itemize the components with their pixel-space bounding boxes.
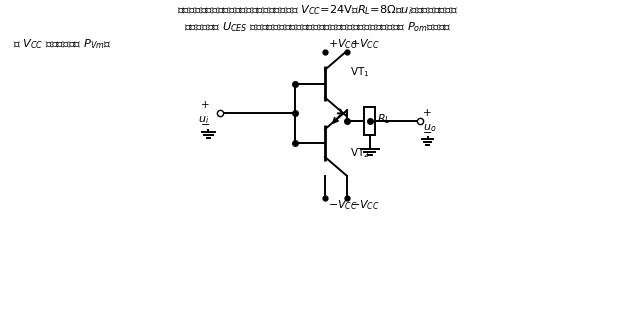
Text: $u_o$: $u_o$	[422, 122, 436, 134]
Text: $u_i$: $u_i$	[198, 114, 209, 126]
Text: $+V_{CC}$: $+V_{CC}$	[350, 37, 380, 51]
Text: +: +	[201, 100, 210, 110]
Text: $-V_{CC}$: $-V_{CC}$	[328, 199, 358, 212]
Text: 源 $V_{CC}$ 提供的总功率 $P_{Vm}$。: 源 $V_{CC}$ 提供的总功率 $P_{Vm}$。	[13, 37, 111, 51]
Text: $+V_{CC}$: $+V_{CC}$	[328, 37, 358, 51]
Text: VT$_1$: VT$_1$	[350, 65, 369, 79]
Text: −: −	[422, 128, 432, 138]
Text: +: +	[422, 108, 431, 118]
Text: −: −	[201, 120, 210, 130]
Text: $R_L$: $R_L$	[377, 112, 391, 126]
Bar	[364, 107, 375, 135]
Text: VT$_2$: VT$_2$	[350, 146, 369, 160]
Text: $-V_{CC}$: $-V_{CC}$	[350, 199, 380, 212]
Text: 双电源互补对称功率放大电路如下图所示，已知 $V_{CC}$=24V，$R_L$=8Ω，$u_i$为正弦波。在晶体: 双电源互补对称功率放大电路如下图所示，已知 $V_{CC}$=24V，$R_L$…	[177, 3, 459, 17]
Text: 管的饱和压降 $U_{CES}$ 可以忽略不计的条件下，试求负载上可能得到的最大输出功率 $P_{om}$和此时电: 管的饱和压降 $U_{CES}$ 可以忽略不计的条件下，试求负载上可能得到的最大…	[184, 20, 452, 34]
